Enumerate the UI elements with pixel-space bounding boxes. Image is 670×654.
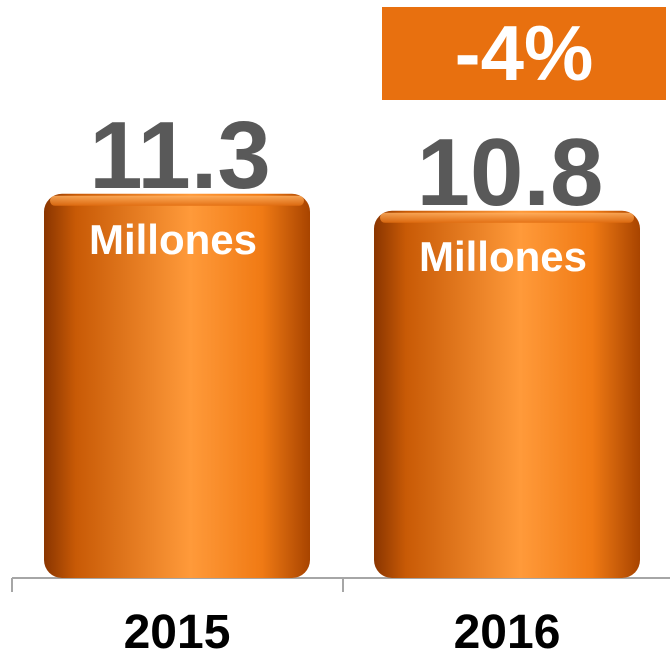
category-label: 2016 xyxy=(454,606,561,654)
value-label: 11.3 xyxy=(89,102,271,209)
value-label: 10.8 xyxy=(417,119,604,226)
bar-top-highlight xyxy=(50,195,304,206)
change-badge: -4% xyxy=(382,7,666,100)
bar xyxy=(44,193,310,579)
category-label: 2015 xyxy=(124,606,231,654)
unit-label: Millones xyxy=(89,216,257,263)
bar-body xyxy=(374,210,640,579)
bar xyxy=(374,210,640,579)
bar-body xyxy=(44,193,310,579)
unit-label: Millones xyxy=(419,233,587,280)
bar-top-highlight xyxy=(380,212,634,223)
